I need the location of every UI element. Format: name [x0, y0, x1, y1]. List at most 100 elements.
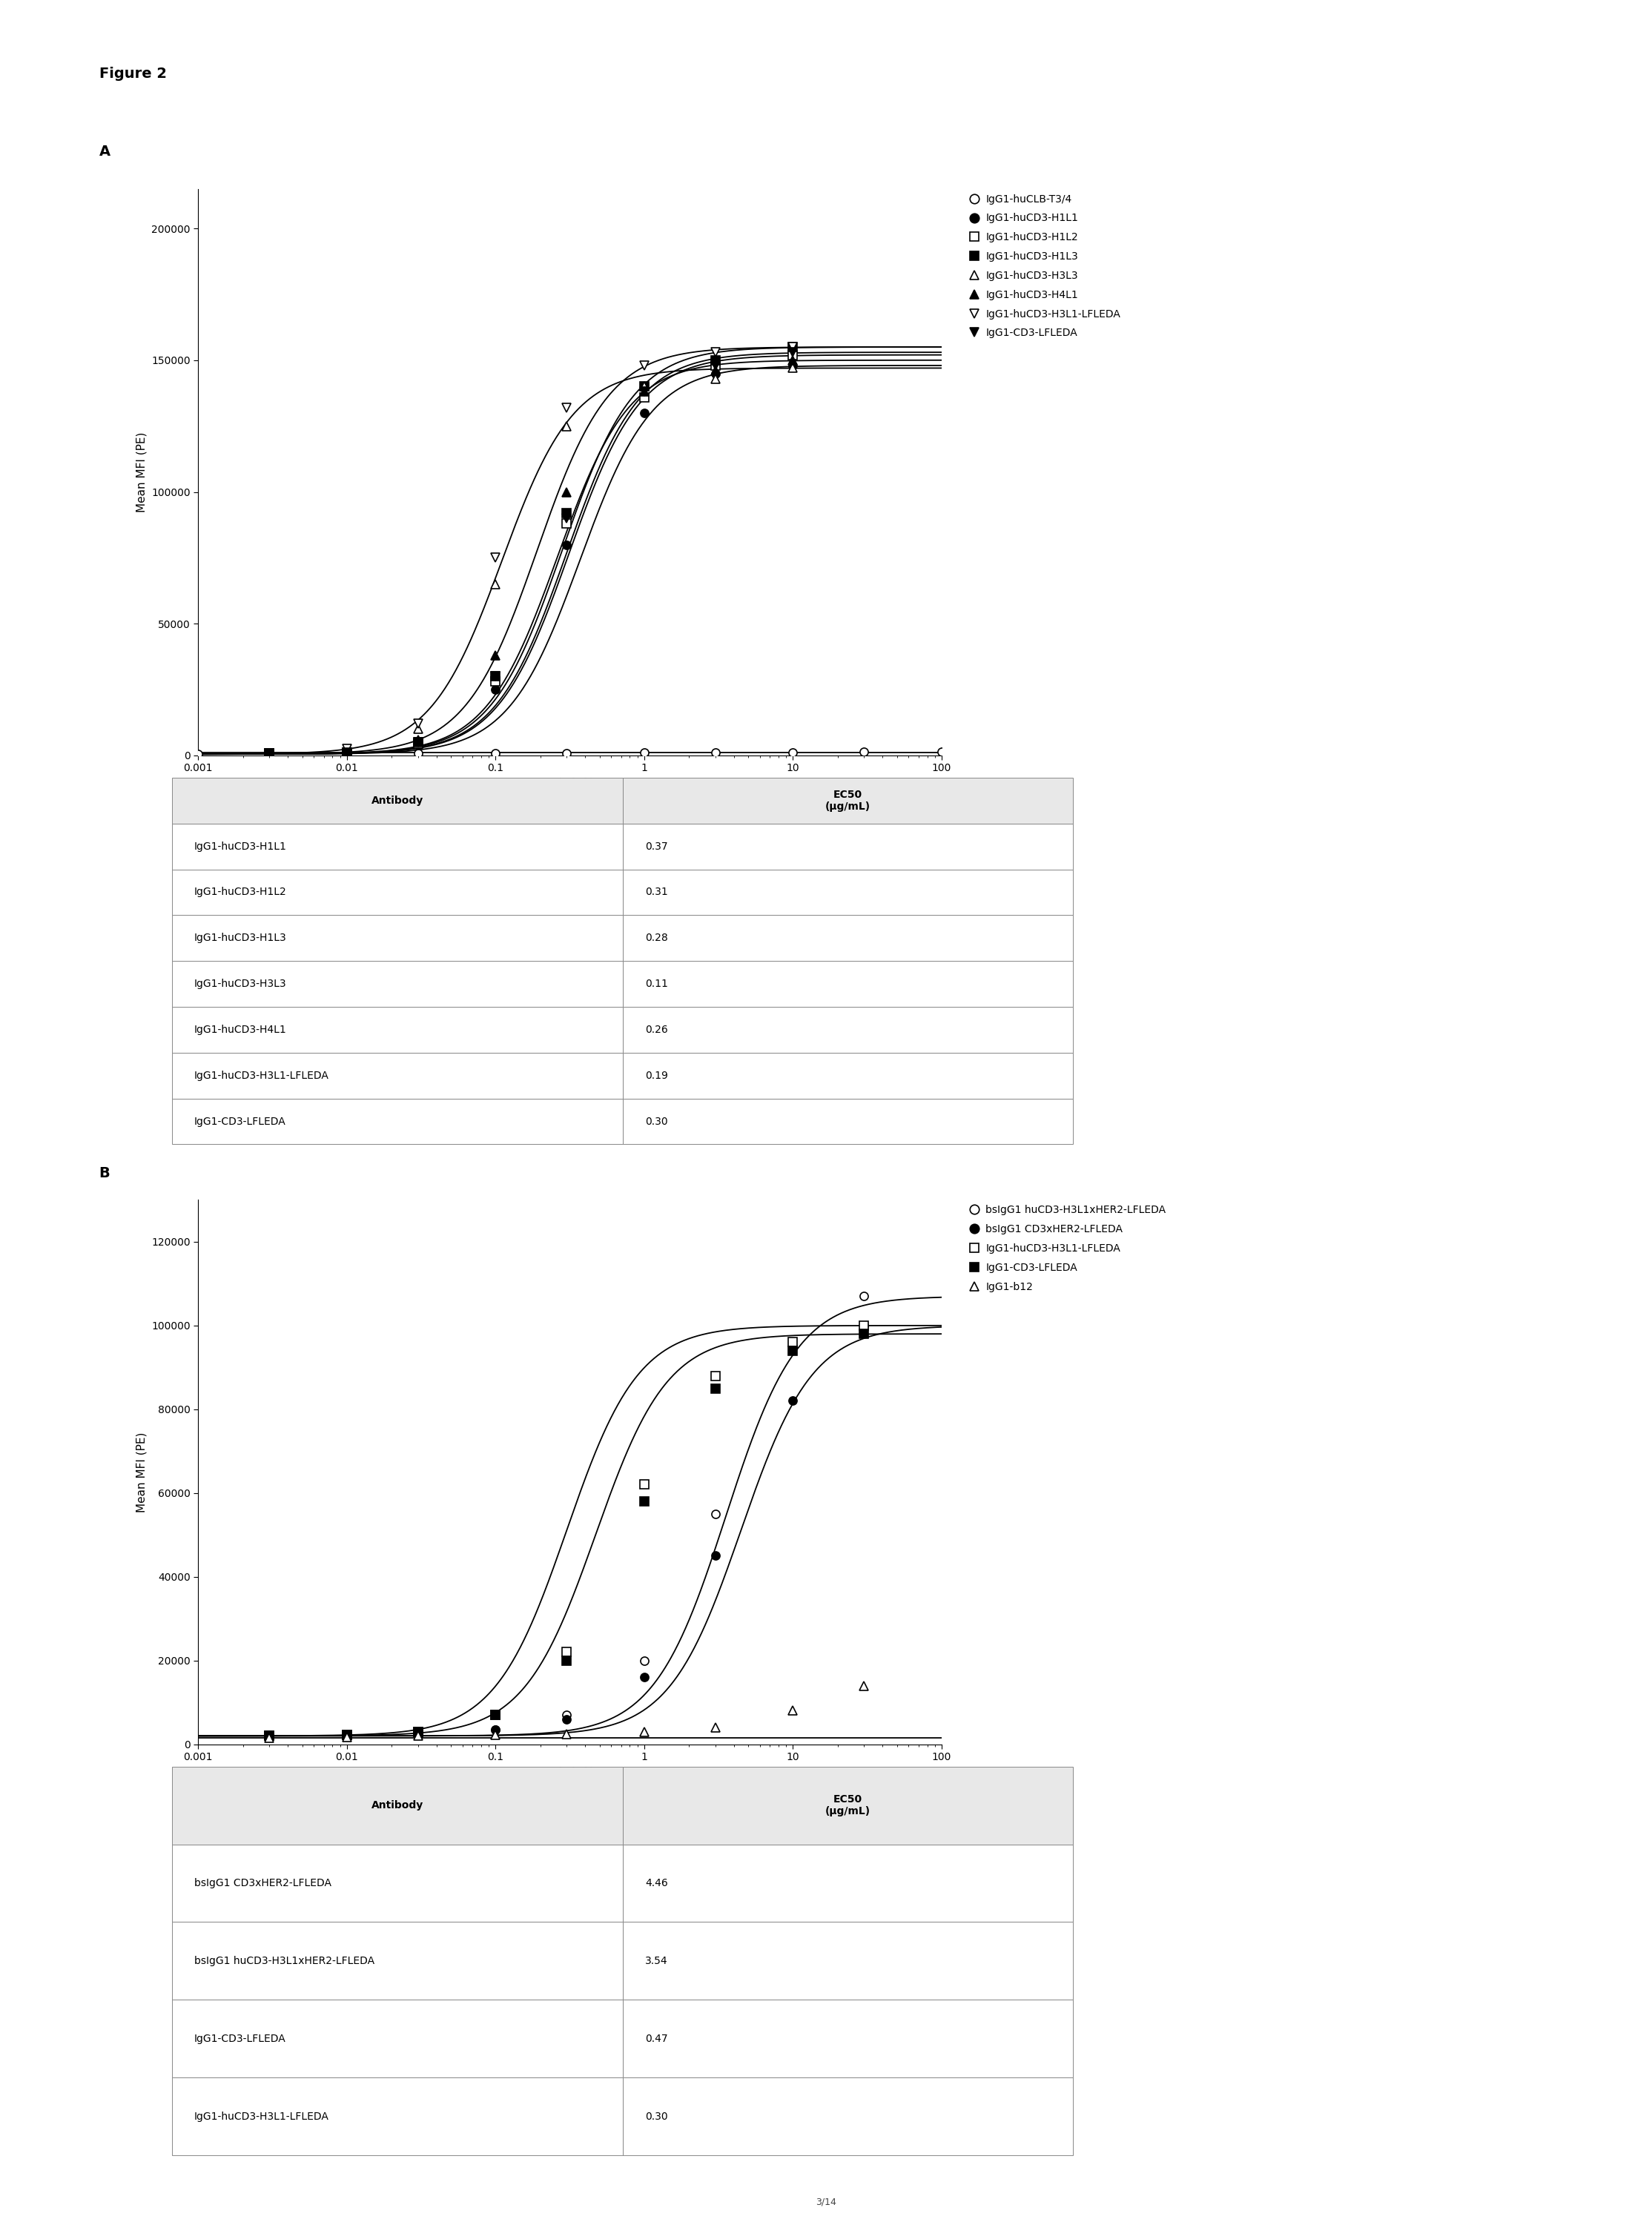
- IgG1-huCLB-T3/4: [188, 740, 208, 767]
- IgG1-huCD3-H1L1: [408, 731, 428, 758]
- bsIgG1 CD3xHER2-LFLEDA: [337, 1722, 357, 1749]
- IgG1-huCD3-H4L1: [337, 738, 357, 764]
- IgG1-CD3-LFLEDA: [854, 1320, 874, 1347]
- IgG1-CD3-LFLEDA: [557, 504, 577, 531]
- Line: IgG1-huCD3-H4L1: IgG1-huCD3-H4L1: [264, 356, 796, 758]
- Y-axis label: Mean MFI (PE): Mean MFI (PE): [135, 431, 147, 513]
- bsIgG1 huCD3-H3L1xHER2-LFLEDA: [783, 1333, 803, 1360]
- IgG1-huCD3-H1L2: [634, 384, 654, 411]
- IgG1-b12: [337, 1724, 357, 1751]
- IgG1-CD3-LFLEDA: [259, 740, 279, 767]
- bsIgG1 huCD3-H3L1xHER2-LFLEDA: [486, 1715, 506, 1742]
- IgG1-huCD3-H3L1-LFLEDA: [854, 1313, 874, 1340]
- IgG1-huCLB-T3/4: [634, 740, 654, 767]
- IgG1-huCD3-H3L1-LFLEDA: [486, 544, 506, 571]
- Line: IgG1-huCD3-H1L3: IgG1-huCD3-H1L3: [264, 342, 796, 758]
- bsIgG1 huCD3-H3L1xHER2-LFLEDA: [337, 1722, 357, 1749]
- IgG1-huCD3-H3L1-LFLEDA: [705, 1362, 725, 1389]
- IgG1-huCD3-H1L1: [705, 360, 725, 387]
- IgG1-huCLB-T3/4: [259, 740, 279, 767]
- IgG1-CD3-LFLEDA: [783, 340, 803, 367]
- IgG1-huCD3-H1L3: [705, 347, 725, 373]
- IgG1-CD3-LFLEDA: [408, 1718, 428, 1744]
- IgG1-huCD3-H1L3: [486, 662, 506, 689]
- IgG1-huCD3-H3L1-LFLEDA: [486, 1702, 506, 1729]
- bsIgG1 huCD3-H3L1xHER2-LFLEDA: [259, 1722, 279, 1749]
- IgG1-huCD3-H4L1: [259, 740, 279, 767]
- IgG1-CD3-LFLEDA: [408, 729, 428, 755]
- IgG1-huCD3-H3L1-LFLEDA: [408, 711, 428, 738]
- IgG1-huCD3-H1L2: [408, 731, 428, 758]
- Line: IgG1-huCD3-H3L1-LFLEDA: IgG1-huCD3-H3L1-LFLEDA: [264, 1322, 867, 1740]
- IgG1-huCD3-H1L3: [634, 373, 654, 400]
- Line: IgG1-huCD3-H1L1: IgG1-huCD3-H1L1: [264, 362, 796, 758]
- IgG1-huCD3-H3L3: [486, 571, 506, 598]
- IgG1-huCD3-H1L3: [259, 740, 279, 767]
- IgG1-huCD3-H3L1-LFLEDA: [783, 1329, 803, 1355]
- IgG1-huCD3-H3L1-LFLEDA: [259, 740, 279, 767]
- IgG1-huCD3-H1L3: [783, 333, 803, 360]
- IgG1-b12: [259, 1724, 279, 1751]
- X-axis label: μg/mL Ab: μg/mL Ab: [544, 778, 596, 789]
- IgG1-huCD3-H3L1-LFLEDA: [557, 393, 577, 420]
- IgG1-huCD3-H1L2: [783, 342, 803, 369]
- Line: IgG1-huCLB-T3/4: IgG1-huCLB-T3/4: [195, 747, 945, 758]
- IgG1-CD3-LFLEDA: [634, 1489, 654, 1515]
- IgG1-huCD3-H3L1-LFLEDA: [634, 1471, 654, 1498]
- IgG1-huCD3-H1L2: [557, 511, 577, 538]
- IgG1-huCD3-H3L3: [705, 364, 725, 391]
- Line: IgG1-huCD3-H1L2: IgG1-huCD3-H1L2: [264, 351, 796, 758]
- IgG1-b12: [705, 1713, 725, 1740]
- IgG1-huCD3-H3L1-LFLEDA: [634, 351, 654, 378]
- IgG1-huCD3-H1L3: [408, 729, 428, 755]
- IgG1-huCD3-H3L1-LFLEDA: [705, 340, 725, 367]
- IgG1-huCLB-T3/4: [783, 740, 803, 767]
- IgG1-huCD3-H3L3: [337, 738, 357, 764]
- Y-axis label: Mean MFI (PE): Mean MFI (PE): [135, 1431, 147, 1513]
- IgG1-CD3-LFLEDA: [705, 351, 725, 378]
- IgG1-CD3-LFLEDA: [486, 662, 506, 689]
- IgG1-huCD3-H1L1: [783, 351, 803, 378]
- IgG1-huCD3-H1L1: [259, 740, 279, 767]
- IgG1-huCD3-H3L1-LFLEDA: [557, 1640, 577, 1667]
- IgG1-huCD3-H4L1: [634, 378, 654, 404]
- bsIgG1 CD3xHER2-LFLEDA: [408, 1720, 428, 1746]
- IgG1-huCD3-H1L1: [557, 531, 577, 558]
- IgG1-b12: [783, 1698, 803, 1724]
- IgG1-b12: [854, 1673, 874, 1700]
- Legend: IgG1-huCLB-T3/4, IgG1-huCD3-H1L1, IgG1-huCD3-H1L2, IgG1-huCD3-H1L3, IgG1-huCD3-H: IgG1-huCLB-T3/4, IgG1-huCD3-H1L1, IgG1-h…: [970, 193, 1120, 338]
- IgG1-huCD3-H1L2: [486, 669, 506, 695]
- IgG1-CD3-LFLEDA: [557, 1647, 577, 1673]
- IgG1-huCD3-H3L1-LFLEDA: [337, 735, 357, 762]
- Line: IgG1-b12: IgG1-b12: [264, 1682, 867, 1742]
- IgG1-huCD3-H3L3: [634, 373, 654, 400]
- bsIgG1 huCD3-H3L1xHER2-LFLEDA: [408, 1720, 428, 1746]
- IgG1-huCD3-H4L1: [705, 358, 725, 384]
- IgG1-huCD3-H1L2: [259, 740, 279, 767]
- IgG1-b12: [634, 1718, 654, 1744]
- IgG1-b12: [408, 1722, 428, 1749]
- IgG1-huCD3-H1L1: [486, 675, 506, 702]
- IgG1-huCD3-H4L1: [557, 478, 577, 504]
- Text: B: B: [99, 1167, 111, 1180]
- IgG1-CD3-LFLEDA: [634, 378, 654, 404]
- IgG1-CD3-LFLEDA: [259, 1722, 279, 1749]
- IgG1-huCD3-H1L2: [337, 740, 357, 767]
- bsIgG1 CD3xHER2-LFLEDA: [705, 1542, 725, 1569]
- IgG1-huCLB-T3/4: [486, 740, 506, 767]
- bsIgG1 CD3xHER2-LFLEDA: [854, 1313, 874, 1340]
- Text: 3/14: 3/14: [816, 2198, 836, 2206]
- IgG1-b12: [486, 1722, 506, 1749]
- bsIgG1 huCD3-H3L1xHER2-LFLEDA: [557, 1702, 577, 1729]
- IgG1-CD3-LFLEDA: [705, 1375, 725, 1402]
- bsIgG1 huCD3-H3L1xHER2-LFLEDA: [854, 1282, 874, 1309]
- IgG1-huCLB-T3/4: [557, 740, 577, 767]
- bsIgG1 CD3xHER2-LFLEDA: [783, 1387, 803, 1413]
- Line: IgG1-CD3-LFLEDA: IgG1-CD3-LFLEDA: [264, 349, 796, 758]
- IgG1-huCD3-H3L3: [557, 413, 577, 440]
- IgG1-huCLB-T3/4: [854, 738, 874, 764]
- Line: bsIgG1 huCD3-H3L1xHER2-LFLEDA: bsIgG1 huCD3-H3L1xHER2-LFLEDA: [264, 1291, 867, 1740]
- IgG1-huCLB-T3/4: [932, 738, 952, 764]
- IgG1-huCD3-H4L1: [486, 642, 506, 669]
- IgG1-huCD3-H3L3: [259, 740, 279, 767]
